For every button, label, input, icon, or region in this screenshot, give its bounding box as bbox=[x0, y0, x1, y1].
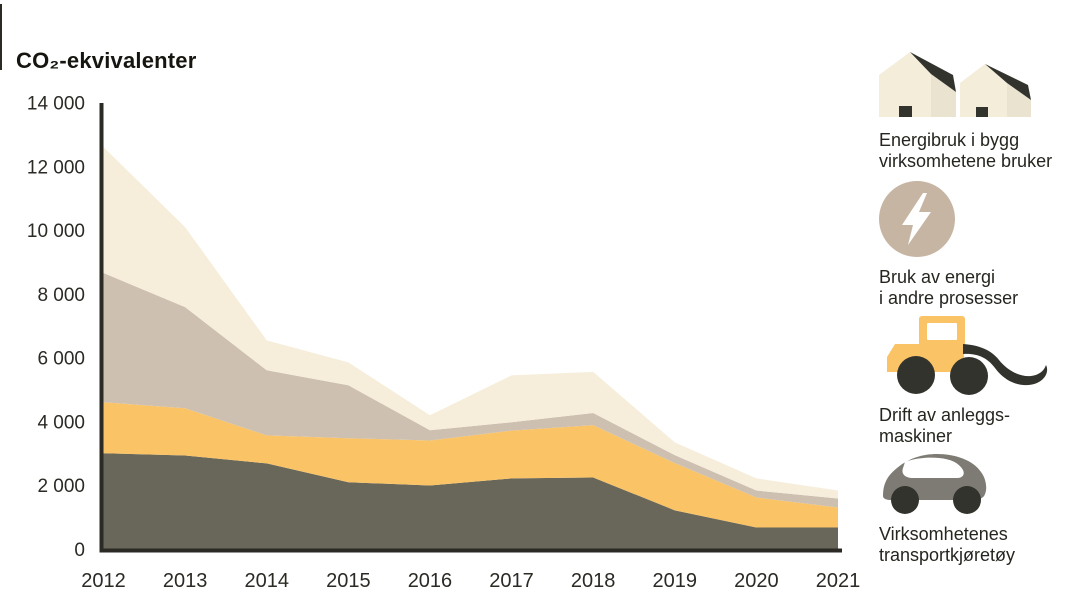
page-edge-mark bbox=[0, 4, 2, 70]
wheel-loader-icon bbox=[887, 316, 1048, 395]
legend-label-line: Bruk av energi bbox=[879, 267, 996, 287]
x-tick-label: 2015 bbox=[326, 570, 371, 592]
houses-icon bbox=[879, 52, 1031, 117]
area-series bbox=[103, 273, 838, 508]
legend-label-line: virksomhetene bruker bbox=[879, 151, 1053, 171]
x-tick-label: 2018 bbox=[571, 570, 616, 592]
legend-label-line: Energibruk i bygg bbox=[879, 130, 1020, 150]
legend-label: Virksomhetenes transportkjøretøy bbox=[879, 524, 1015, 566]
x-tick-label: 2013 bbox=[163, 570, 208, 592]
y-tick-label: 14 000 bbox=[27, 94, 85, 115]
x-tick-label: 2016 bbox=[408, 570, 453, 592]
legend-item-anleggsmaskiner: Drift av anleggs- maskiner bbox=[879, 313, 1049, 447]
chart-legend: Energibruk i bygg virksomhetene bruker B… bbox=[879, 0, 1079, 608]
small-house bbox=[960, 64, 1031, 117]
y-tick-label: 2 000 bbox=[37, 476, 85, 497]
chart-title: CO₂-ekvivalenter bbox=[16, 48, 197, 73]
x-tick-label: 2019 bbox=[653, 570, 698, 592]
legend-label: Bruk av energi i andre prosesser bbox=[879, 267, 1018, 309]
car-icon bbox=[883, 454, 987, 514]
legend-label-line: maskiner bbox=[879, 426, 953, 446]
y-tick-label: 10 000 bbox=[27, 221, 85, 242]
lightning-icon bbox=[879, 181, 955, 257]
area-series bbox=[103, 453, 838, 551]
y-tick-label: 6 000 bbox=[37, 349, 85, 370]
legend-item-energibruk-bygg: Energibruk i bygg virksomhetene bruker bbox=[879, 50, 1052, 172]
legend-label-line: Drift av anleggs- bbox=[879, 405, 1011, 425]
legend-label-line: Virksomhetenes bbox=[879, 524, 1008, 544]
legend-label: Energibruk i bygg virksomhetene bruker bbox=[879, 130, 1052, 172]
y-tick-label: 8 000 bbox=[37, 285, 85, 306]
y-tick-label: 0 bbox=[74, 540, 85, 561]
x-tick-label: 2012 bbox=[81, 570, 126, 592]
legend-item-transportkjoretoy: Virksomhetenes transportkjøretøy bbox=[879, 450, 1015, 566]
area-series bbox=[103, 147, 838, 499]
legend-label-line: i andre prosesser bbox=[879, 288, 1019, 308]
legend-label-line: transportkjøretøy bbox=[879, 545, 1016, 565]
legend-item-energi-andre-prosesser: Bruk av energi i andre prosesser bbox=[879, 181, 1018, 309]
x-tick-label: 2014 bbox=[244, 570, 289, 592]
x-tick-label: 2017 bbox=[489, 570, 534, 592]
y-tick-label: 12 000 bbox=[27, 157, 85, 178]
area-series bbox=[103, 402, 838, 528]
x-tick-label: 2021 bbox=[816, 570, 861, 592]
big-house bbox=[879, 52, 956, 117]
x-tick-label: 2020 bbox=[734, 570, 779, 592]
legend-label: Drift av anleggs- maskiner bbox=[879, 405, 1049, 447]
y-tick-label: 4 000 bbox=[37, 412, 85, 433]
